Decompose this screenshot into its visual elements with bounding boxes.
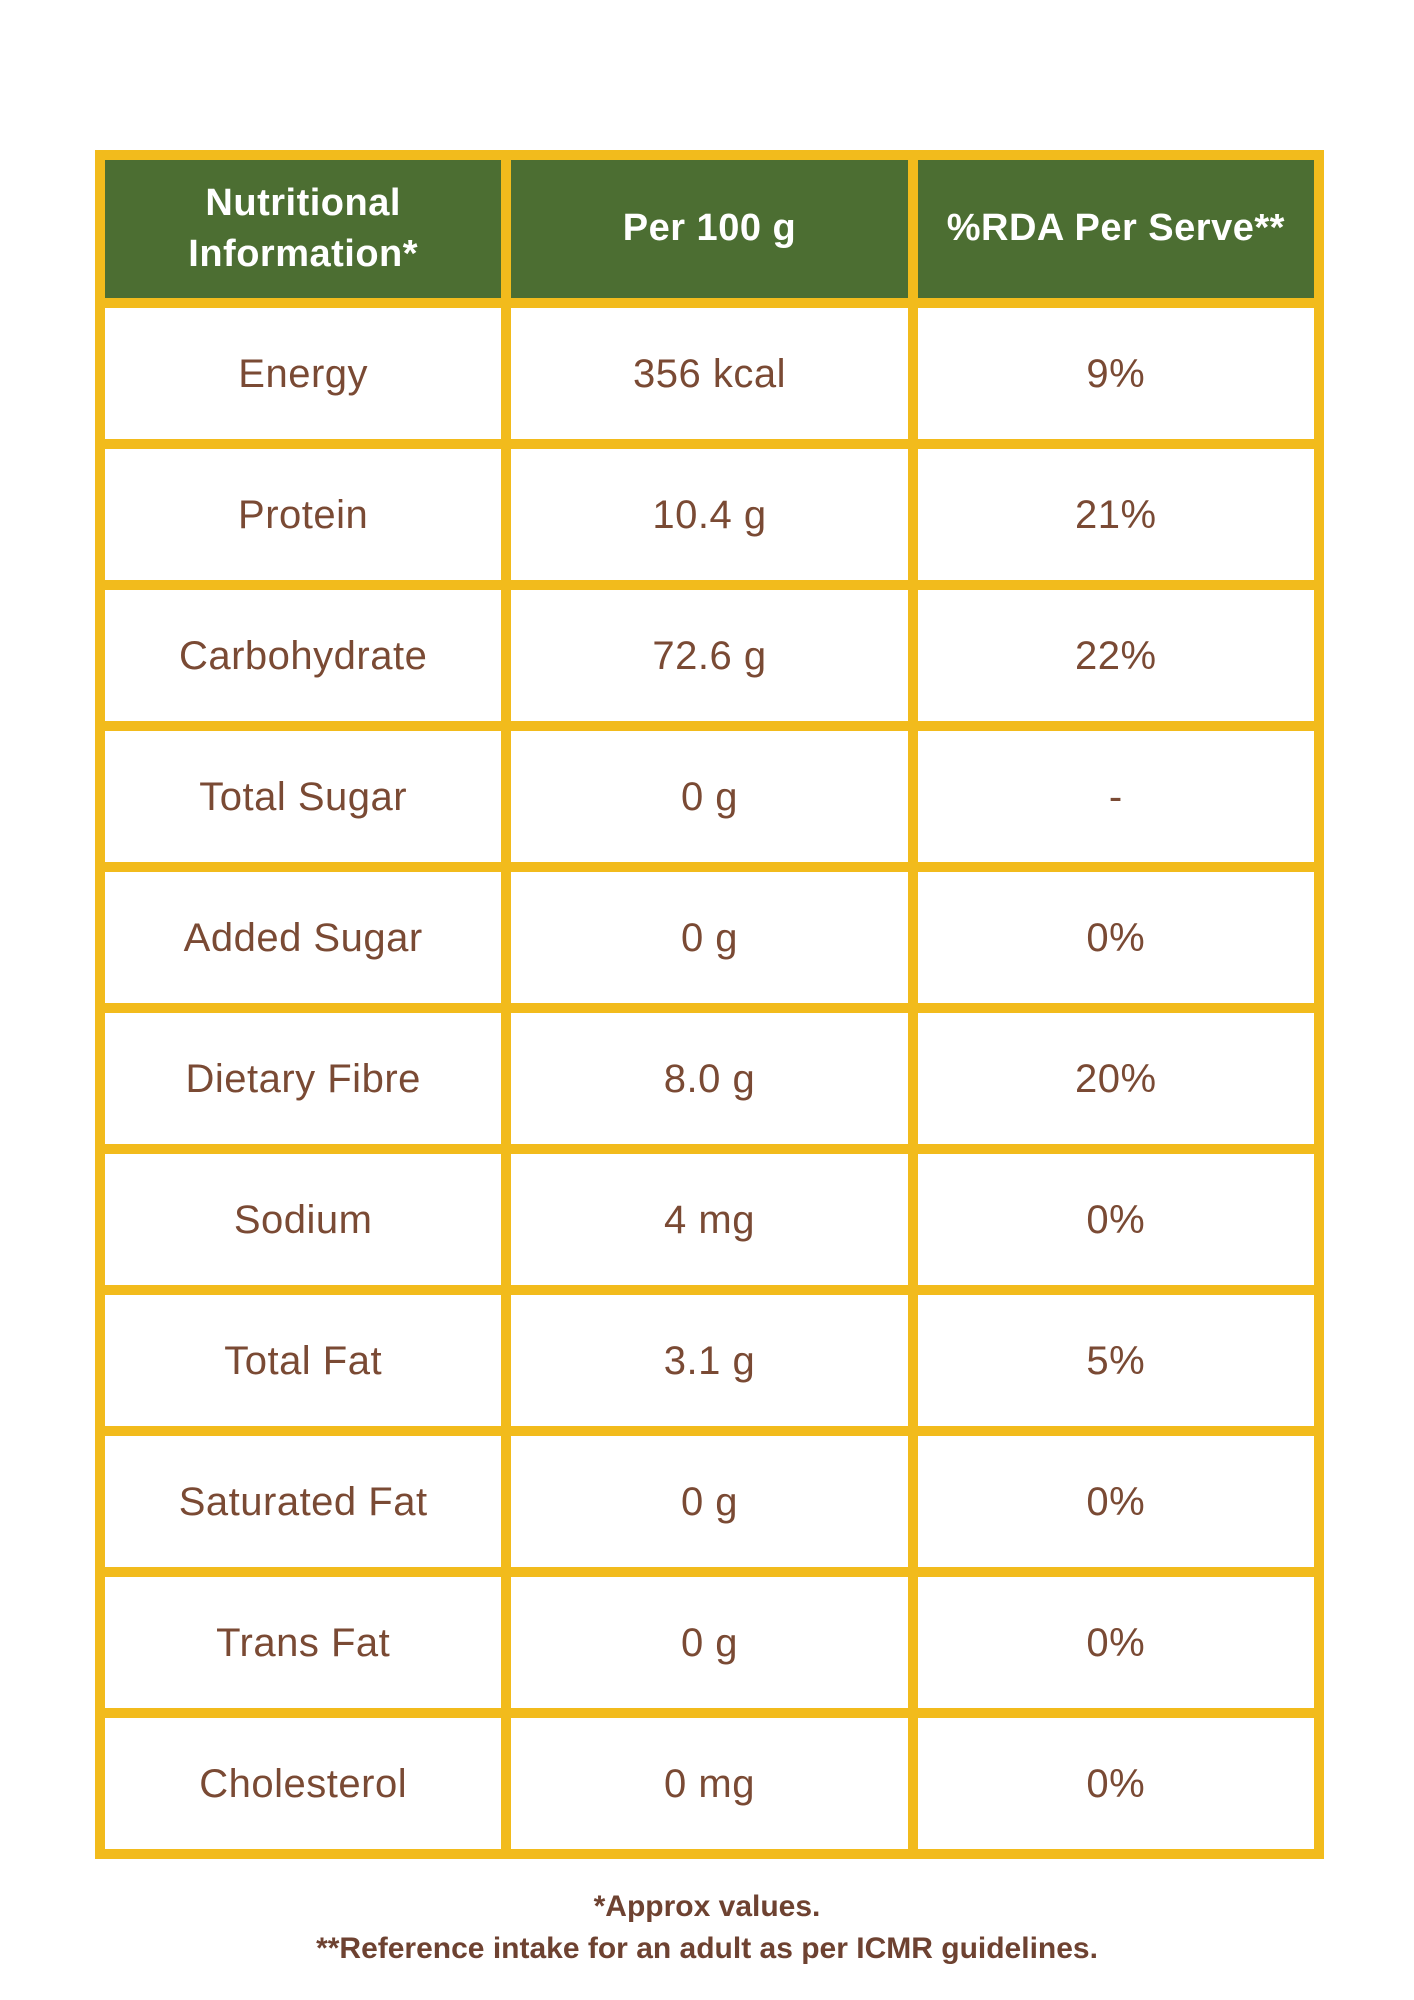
row-dietary-fibre-label: Dietary Fibre (105, 1013, 502, 1144)
row-dietary-fibre-per-100g: 8.0 g (511, 1013, 908, 1144)
row-added-sugar-label: Added Sugar (105, 872, 502, 1003)
row-total-fat-per-100g: 3.1 g (511, 1295, 908, 1426)
row-energy-rda: 9% (917, 308, 1314, 439)
row-saturated-fat-label: Saturated Fat (105, 1436, 502, 1567)
footnote-reference-intake: **Reference intake for an adult as per I… (316, 1932, 1098, 1965)
row-trans-fat-label: Trans Fat (105, 1577, 502, 1708)
row-protein-label: Protein (105, 449, 502, 580)
row-added-sugar-rda: 0% (917, 872, 1314, 1003)
row-sodium-per-100g: 4 mg (511, 1154, 908, 1285)
row-added-sugar-per-100g: 0 g (511, 872, 908, 1003)
row-total-sugar-per-100g: 0 g (511, 731, 908, 862)
footnotes: *Approx values. **Reference intake for a… (0, 1886, 1414, 1970)
row-energy-per-100g: 356 kcal (511, 308, 908, 439)
row-cholesterol-label: Cholesterol (105, 1718, 502, 1849)
row-total-sugar-label: Total Sugar (105, 731, 502, 862)
row-protein-rda: 21% (917, 449, 1314, 580)
column-header-per-100g: Per 100 g (511, 160, 908, 298)
row-energy-label: Energy (105, 308, 502, 439)
column-header-rda-per-serve: %RDA Per Serve** (917, 160, 1314, 298)
column-header-nutritional-information: Nutritional Information* (105, 160, 502, 298)
row-total-fat-label: Total Fat (105, 1295, 502, 1426)
row-total-sugar-rda: - (917, 731, 1314, 862)
row-carbohydrate-rda: 22% (917, 590, 1314, 721)
row-cholesterol-per-100g: 0 mg (511, 1718, 908, 1849)
footnote-approx-values: *Approx values. (593, 1890, 821, 1923)
row-sodium-label: Sodium (105, 1154, 502, 1285)
row-carbohydrate-per-100g: 72.6 g (511, 590, 908, 721)
row-dietary-fibre-rda: 20% (917, 1013, 1314, 1144)
row-protein-per-100g: 10.4 g (511, 449, 908, 580)
row-saturated-fat-rda: 0% (917, 1436, 1314, 1567)
row-cholesterol-rda: 0% (917, 1718, 1314, 1849)
row-trans-fat-rda: 0% (917, 1577, 1314, 1708)
row-sodium-rda: 0% (917, 1154, 1314, 1285)
row-carbohydrate-label: Carbohydrate (105, 590, 502, 721)
row-saturated-fat-per-100g: 0 g (511, 1436, 908, 1567)
row-total-fat-rda: 5% (917, 1295, 1314, 1426)
row-trans-fat-per-100g: 0 g (511, 1577, 908, 1708)
nutrition-table: Nutritional Information* Per 100 g %RDA … (95, 150, 1324, 1859)
